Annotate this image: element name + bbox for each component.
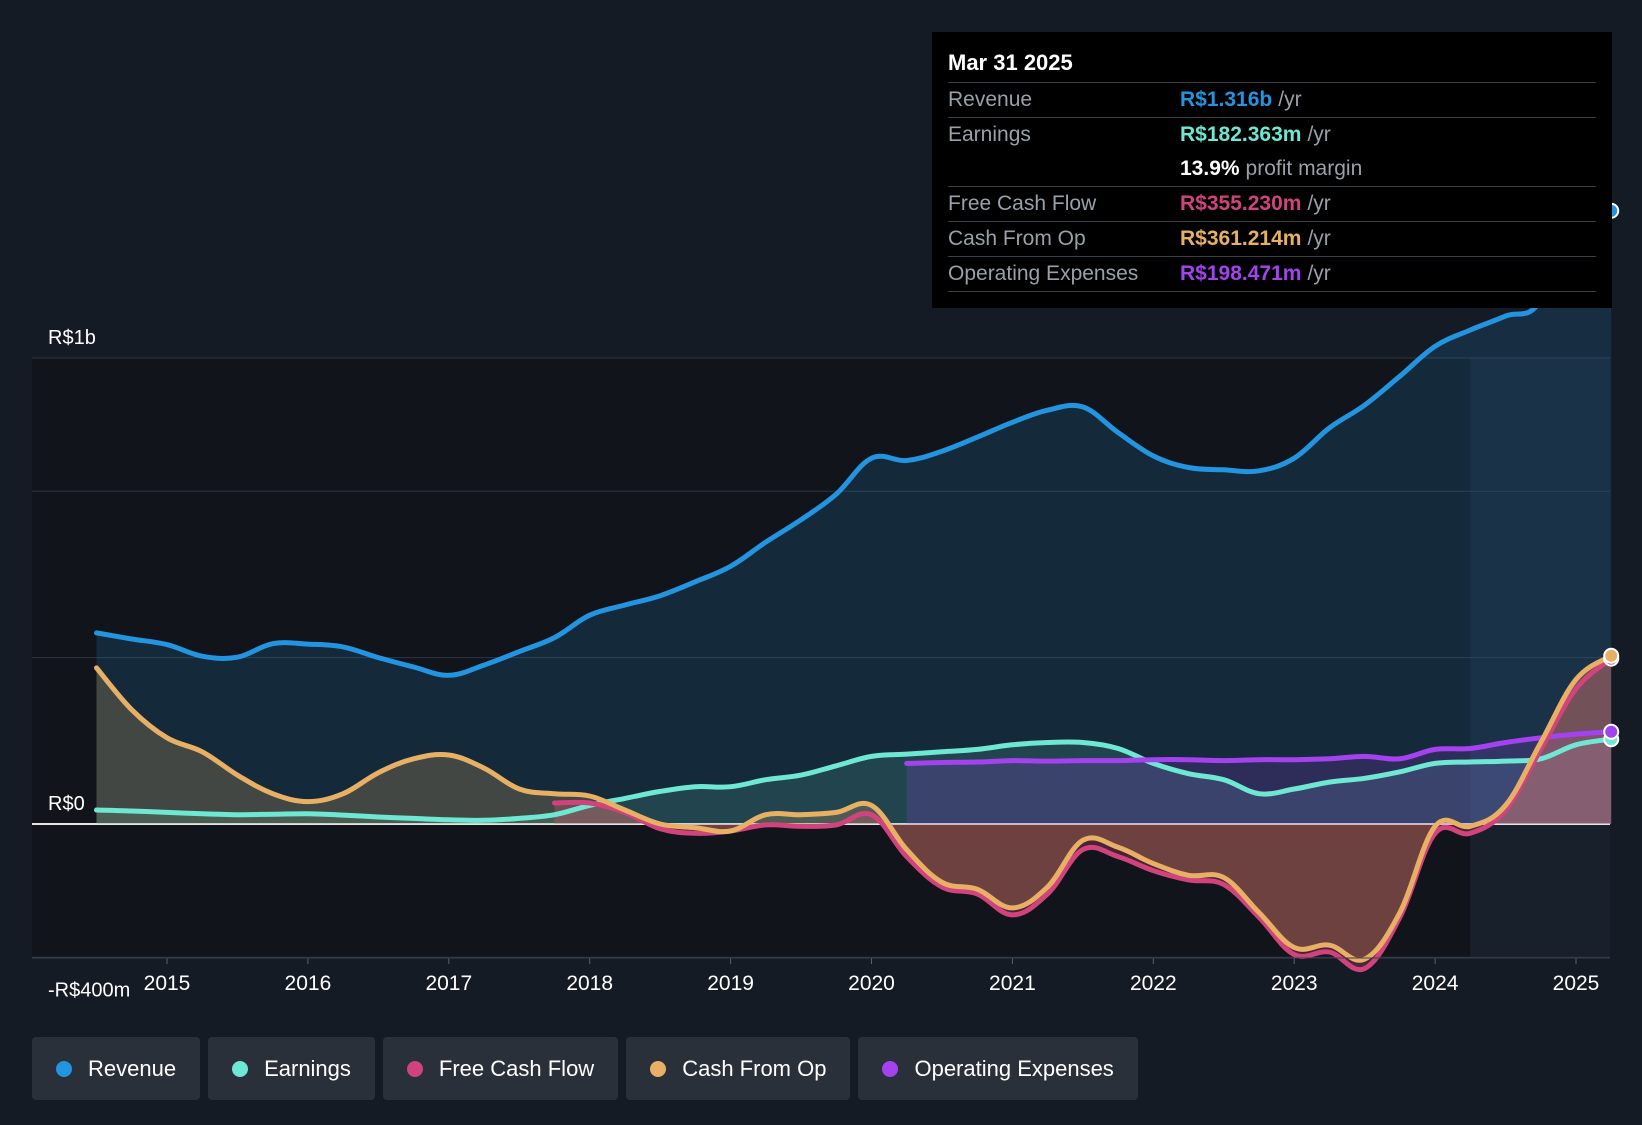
tooltip-label-profit-margin (948, 152, 1180, 186)
tooltip-value-earnings: R$182.363m (1180, 123, 1302, 146)
tooltip-value-revenue: R$1.316b (1180, 88, 1273, 111)
legend-label-cash-from-op: Cash From Op (682, 1055, 827, 1081)
legend-dot-free-cash-flow-icon (406, 1060, 423, 1077)
legend-dot-revenue-icon (56, 1060, 72, 1077)
x-tick-label: 2018 (566, 972, 613, 995)
legend-label-earnings: Earnings (264, 1055, 351, 1081)
tooltip-label-free-cash-flow: Free Cash Flow (948, 192, 1097, 215)
tooltip-value-cash-from-op: R$361.214m (1180, 227, 1302, 250)
x-tick-label: 2016 (285, 972, 332, 995)
x-tick-label: 2021 (989, 972, 1036, 995)
tooltip-unit-profit-margin: profit margin (1245, 157, 1363, 180)
area-earnings (96, 739, 1612, 824)
legend-dot-cash-from-op-icon (650, 1060, 667, 1077)
y-tick-label: -R$400m (48, 979, 130, 1001)
tooltip-value-free-cash-flow: R$355.230m (1180, 192, 1302, 215)
area-operating-expenses (906, 731, 1612, 824)
line-earnings (94, 736, 1614, 823)
legend-item-earnings[interactable]: Earnings (208, 1037, 375, 1100)
tooltip-date: Mar 31 2025 (948, 46, 1596, 83)
x-tick-label: 2019 (707, 972, 754, 995)
y-tick-label: R$1b (48, 327, 96, 349)
x-tick-label: 2015 (144, 972, 191, 995)
legend-item-operating-expenses[interactable]: Operating Expenses (858, 1037, 1138, 1100)
x-tick-label: 2020 (848, 972, 895, 995)
legend-item-revenue[interactable]: Revenue (32, 1037, 201, 1100)
legend-dot-earnings-icon (232, 1060, 249, 1077)
line-cash-from-op (94, 653, 1614, 963)
legend-label-revenue: Revenue (88, 1055, 177, 1081)
line-revenue (94, 190, 1614, 678)
tooltip-row-free-cash-flow: Free Cash Flow R$355.230m /yr (948, 187, 1596, 222)
tooltip-label-revenue: Revenue (948, 88, 1033, 111)
tooltip-unit-revenue: /yr (1278, 88, 1302, 111)
tooltip-value-operating-expenses: R$198.471m (1180, 262, 1302, 285)
legend-label-operating-expenses: Operating Expenses (914, 1055, 1114, 1081)
x-tick-label: 2023 (1271, 972, 1318, 995)
line-operating-expenses (904, 729, 1614, 766)
tooltip-row-operating-expenses: Operating Expenses R$198.471m /yr (948, 257, 1596, 292)
area-free-cash-flow (554, 658, 1612, 970)
legend-label-free-cash-flow: Free Cash Flow (438, 1055, 595, 1081)
legend-item-free-cash-flow[interactable]: Free Cash Flow (382, 1037, 619, 1100)
tooltip-row-revenue: Revenue R$1.316b /yr (948, 83, 1596, 118)
line-layer (94, 190, 1614, 973)
area-revenue (96, 193, 1612, 824)
tooltip-row-profit-margin: 13.9% profit margin (948, 152, 1596, 187)
x-tick-label: 2017 (425, 972, 472, 995)
axis-layer: R$1b R$0 -R$400m 2015 2016 2017 2018 2019 2020 20… (32, 327, 1610, 1001)
legend-item-cash-from-op[interactable]: Cash From Op (626, 1037, 851, 1100)
end-marker-cash-from-op (1603, 647, 1620, 664)
tooltip-row-cash-from-op: Cash From Op R$361.214m /yr (948, 222, 1596, 257)
tooltip-unit-operating-expenses: /yr (1307, 262, 1331, 285)
tooltip-unit-cash-from-op: /yr (1307, 227, 1331, 250)
tooltip-unit-earnings: /yr (1307, 123, 1331, 146)
tooltip-unit-free-cash-flow: /yr (1307, 192, 1331, 215)
tooltip-label-operating-expenses: Operating Expenses (948, 262, 1139, 285)
legend: Revenue Earnings Free Cash Flow Cash Fro… (32, 1037, 1138, 1100)
end-marker-operating-expenses (1603, 723, 1620, 740)
y-tick-label: R$0 (48, 793, 85, 815)
x-tick-label: 2022 (1130, 972, 1177, 995)
tooltip-label-cash-from-op: Cash From Op (948, 227, 1086, 250)
tooltip-row-earnings: Earnings R$182.363m /yr (948, 118, 1596, 152)
tooltip-label-earnings: Earnings (948, 123, 1031, 146)
tooltip-value-profit-margin: 13.9% (1180, 157, 1240, 180)
x-tick-label: 2025 (1553, 972, 1600, 995)
legend-dot-operating-expenses-icon (882, 1060, 899, 1077)
tooltip-panel: Mar 31 2025 Revenue R$1.316b /yr Earning… (932, 32, 1612, 308)
x-tick-label: 2024 (1412, 972, 1459, 995)
